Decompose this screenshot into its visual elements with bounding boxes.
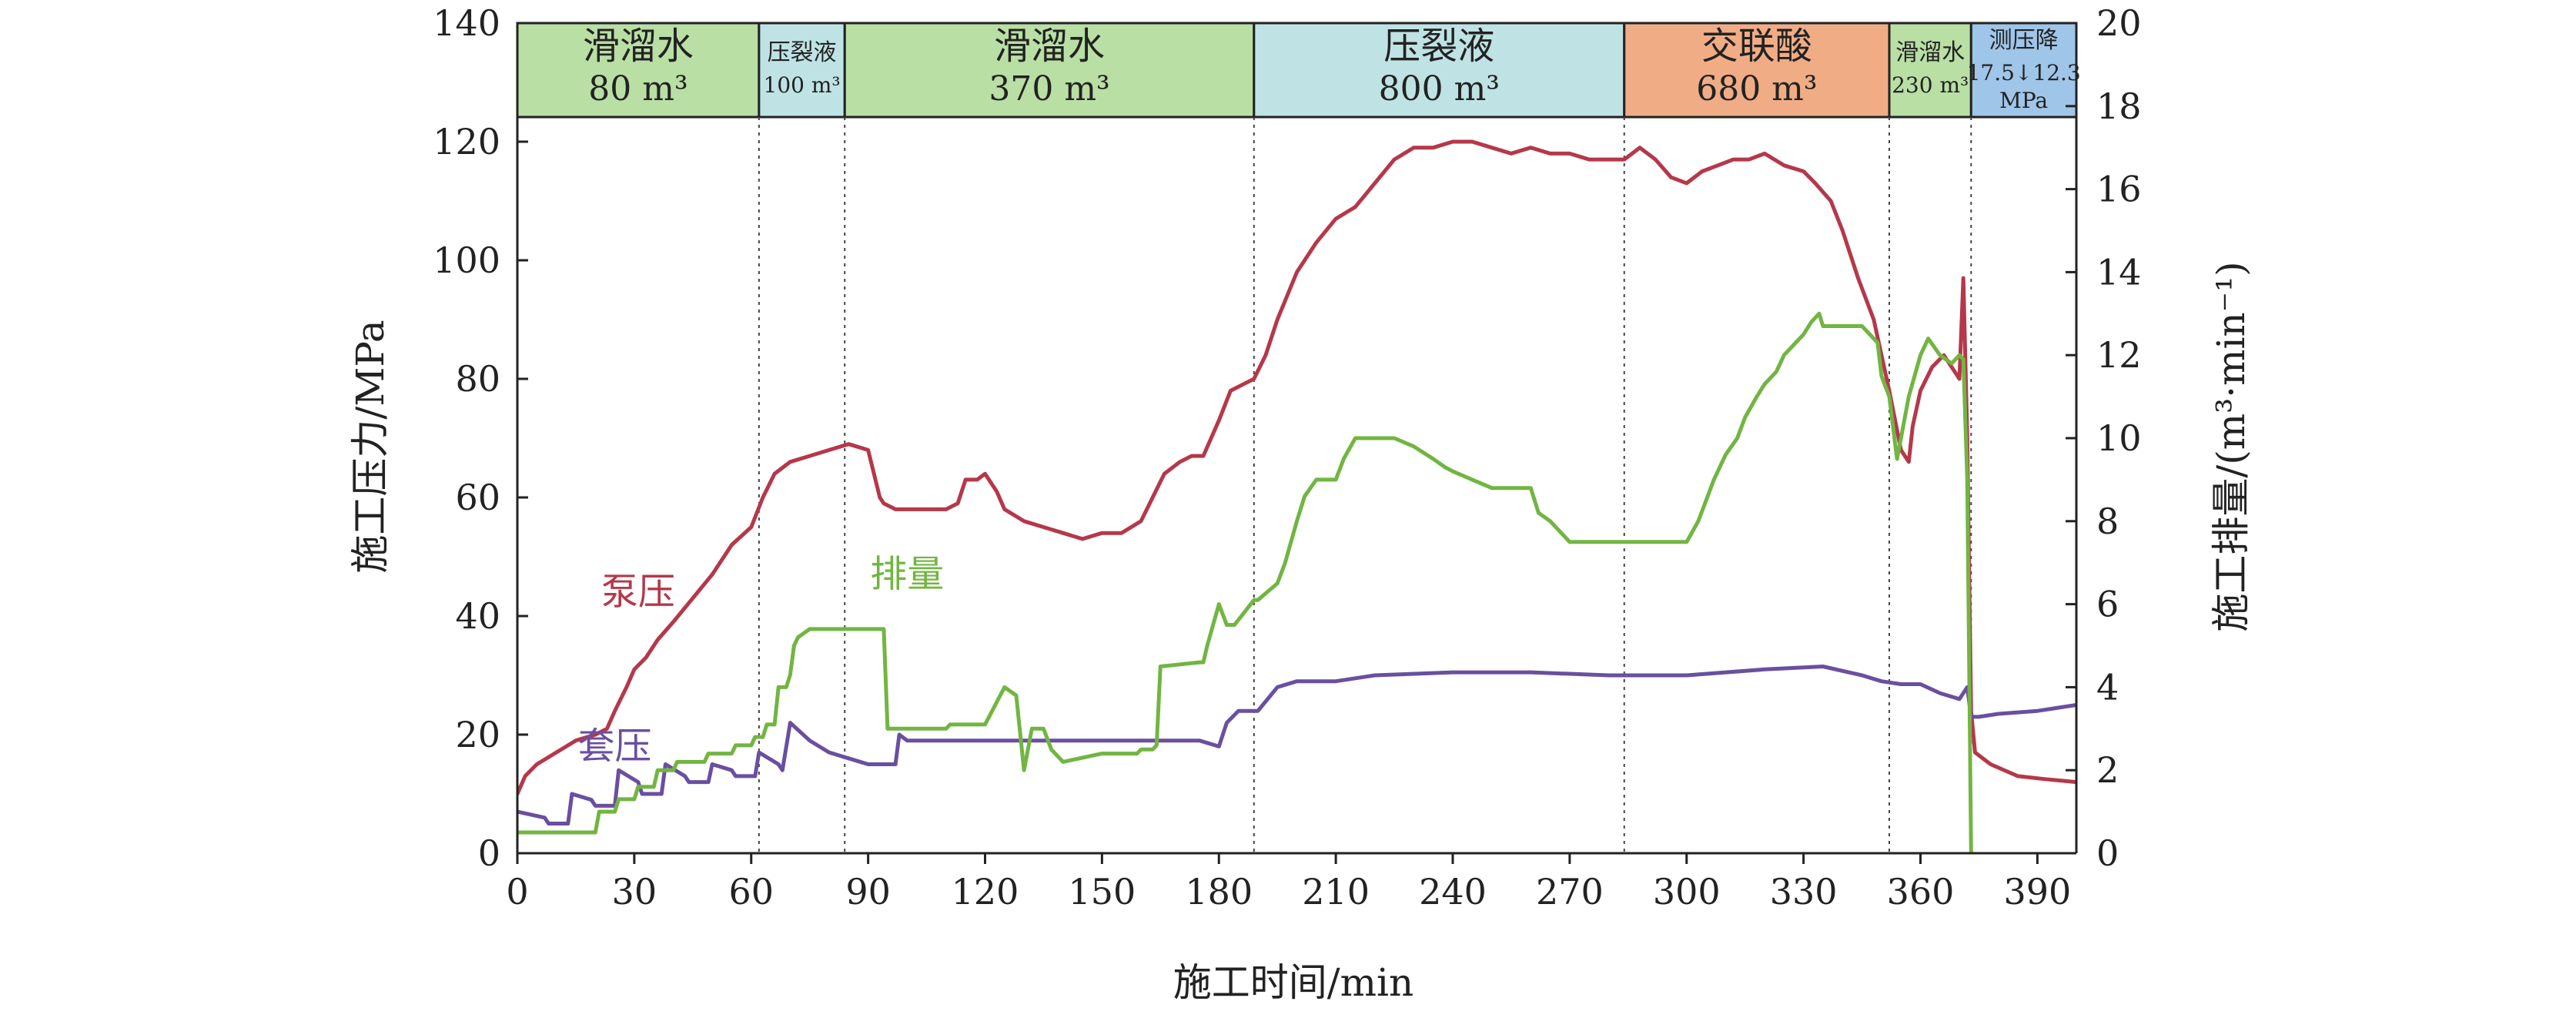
stage-box	[843, 22, 1256, 119]
stage-volume: 230 m³	[1892, 72, 1969, 98]
y-tick-label-left: 120	[433, 121, 500, 162]
stage-volume: 100 m³	[764, 72, 841, 98]
y-tick-label-left: 40	[455, 595, 500, 637]
y-tick-label-right: 6	[2096, 584, 2119, 625]
stage-volume: 370 m³	[989, 69, 1109, 109]
y-tick-label-left: 0	[478, 832, 500, 874]
stage-box	[1888, 22, 1972, 119]
x-tick-label: 30	[612, 871, 657, 913]
stage-volume: 800 m³	[1379, 69, 1500, 109]
stage-box	[1253, 22, 1626, 119]
stage-box	[758, 22, 846, 119]
x-tick-label: 270	[1536, 871, 1604, 913]
y-tick-label-right: 2	[2096, 749, 2119, 791]
y-tick-label-right: 20	[2096, 2, 2142, 44]
x-axis-label: 施工时间/min	[1173, 960, 1413, 1005]
stage-name: 测压降	[1989, 27, 2059, 54]
y-axis-label-left: 施工压力/MPa	[348, 320, 393, 573]
stage-name: 滑溜水	[583, 25, 694, 68]
x-tick-label: 180	[1185, 871, 1253, 913]
y-tick-label-left: 20	[455, 714, 500, 755]
rate-annotation: 排量	[870, 553, 944, 596]
rate-series-line	[517, 311, 1973, 853]
y-tick-label-right: 4	[2096, 666, 2119, 708]
pump-series-line	[517, 139, 2076, 796]
x-tick-label: 330	[1770, 871, 1838, 913]
stage-box	[1969, 22, 2078, 119]
casing-annotation: 套压	[578, 725, 652, 768]
y-tick-label-right: 12	[2096, 334, 2142, 376]
stage-box	[1623, 22, 1891, 119]
y-tick-label-right: 10	[2096, 417, 2142, 459]
y-tick-label-left: 140	[433, 2, 500, 44]
x-tick-label: 300	[1653, 871, 1721, 913]
x-tick-label: 210	[1302, 871, 1370, 913]
stage-volume: 17.5↓12.3	[1967, 60, 2081, 85]
x-tick-label: 360	[1887, 871, 1955, 913]
x-tick-label: 240	[1419, 871, 1487, 913]
y-tick-label-left: 80	[455, 358, 500, 400]
x-tick-label: 150	[1068, 871, 1136, 913]
casing-series-line	[517, 665, 2076, 825]
y-tick-label-right: 14	[2096, 251, 2142, 293]
stage-name: 滑溜水	[1895, 39, 1965, 66]
y-tick-label-right: 0	[2096, 832, 2119, 874]
y-axis-label-right: 施工排量/(m³·min⁻¹)	[2209, 261, 2253, 631]
stage-name: 压裂液	[1383, 25, 1494, 68]
y-tick-label-left: 60	[455, 477, 500, 518]
stage-volume: 680 m³	[1696, 69, 1817, 109]
stage-volume: 80 m³	[588, 69, 687, 109]
pump-annotation: 泵压	[601, 571, 675, 614]
y-tick-label-left: 100	[433, 239, 500, 281]
x-tick-label: 120	[952, 871, 1019, 913]
y-tick-label-right: 8	[2096, 501, 2119, 542]
y-tick-label-right: 18	[2096, 85, 2142, 127]
y-tick-label-right: 16	[2096, 169, 2142, 210]
x-tick-label: 390	[2003, 871, 2071, 913]
x-tick-label: 0	[506, 871, 528, 913]
stage-name: 交联酸	[1701, 25, 1812, 68]
stage-box	[516, 22, 761, 119]
stage-name: 滑溜水	[994, 25, 1105, 68]
stage-unit: MPa	[1999, 88, 2048, 113]
x-tick-label: 60	[728, 871, 774, 913]
x-tick-label: 90	[845, 871, 891, 913]
stage-name: 压裂液	[768, 39, 837, 66]
